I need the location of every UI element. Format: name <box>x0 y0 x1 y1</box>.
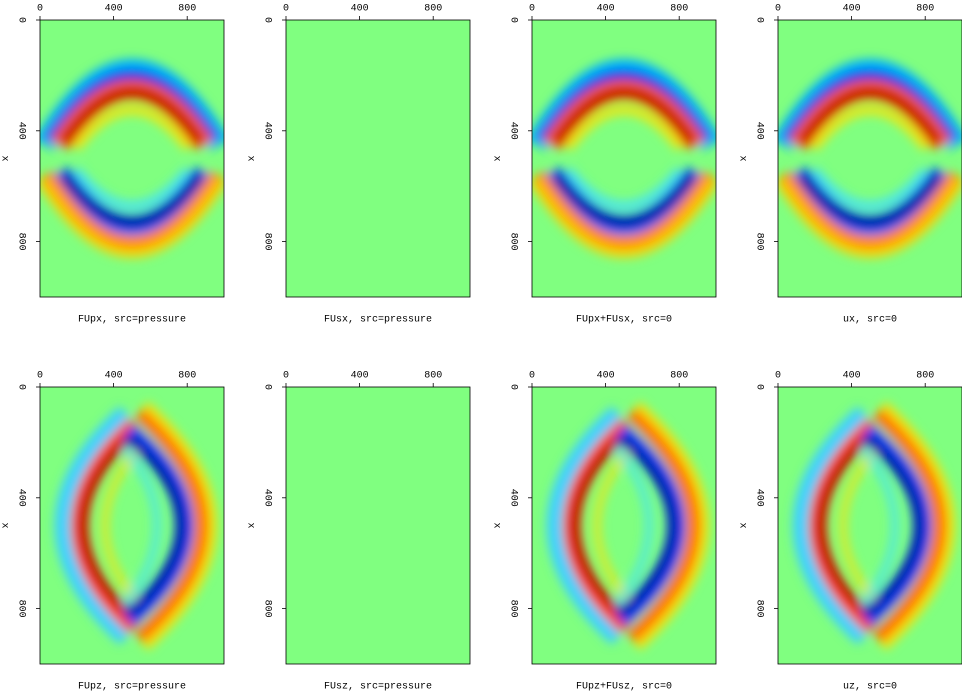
y-tick-label: 800 <box>261 233 272 251</box>
plot-frame <box>39 19 225 298</box>
y-axis-label: x <box>244 522 255 528</box>
x-tick-label: 0 <box>529 371 535 382</box>
panel: 0 400 800 0 400 800 x ux, src=0 <box>736 4 962 326</box>
y-tick-label: 800 <box>753 600 764 618</box>
y-tick-label: 400 <box>261 489 272 507</box>
x-tick-label: 800 <box>424 371 442 382</box>
y-axis-label: x <box>0 155 9 161</box>
y-tick-label: 0 <box>15 17 26 23</box>
y-axis-label: x <box>490 522 501 528</box>
x-tick-label: 0 <box>37 4 43 15</box>
y-tick-label: 0 <box>261 384 272 390</box>
x-tick-label: 400 <box>843 371 861 382</box>
y-tick-label: 0 <box>261 17 272 23</box>
x-tick-label: 0 <box>529 4 535 15</box>
heatmap-image <box>778 387 962 664</box>
x-tick-label: 400 <box>351 4 369 15</box>
plot-frame <box>777 386 962 665</box>
y-tick-label: 0 <box>753 17 764 23</box>
y-tick-label: 400 <box>753 122 764 140</box>
plot-frame <box>39 386 225 665</box>
y-tick-label: 400 <box>261 122 272 140</box>
heatmap-image <box>40 20 224 297</box>
plot-frame <box>285 386 471 665</box>
y-axis-label: x <box>736 522 747 528</box>
y-tick-label: 0 <box>753 384 764 390</box>
x-tick-label: 800 <box>178 371 196 382</box>
x-tick-label: 0 <box>37 371 43 382</box>
x-tick-label: 400 <box>597 371 615 382</box>
image-background <box>286 20 470 297</box>
x-tick-label: 400 <box>105 371 123 382</box>
x-tick-label: 800 <box>670 4 688 15</box>
y-axis-label: x <box>244 155 255 161</box>
heatmap-image <box>286 20 470 297</box>
heatmap-image <box>532 20 716 297</box>
y-tick-label: 800 <box>15 600 26 618</box>
x-tick-label: 0 <box>283 371 289 382</box>
y-axis-label: x <box>0 522 9 528</box>
plot-frame <box>285 19 471 298</box>
y-tick-label: 0 <box>507 384 518 390</box>
x-tick-label: 800 <box>916 4 934 15</box>
heatmap-image <box>286 387 470 664</box>
heatmap-image <box>40 387 224 664</box>
y-tick-label: 800 <box>507 600 518 618</box>
plot-frame <box>531 386 717 665</box>
y-tick-label: 800 <box>507 233 518 251</box>
y-axis-label: x <box>490 155 501 161</box>
heatmap-image <box>778 20 962 297</box>
y-tick-label: 400 <box>15 489 26 507</box>
panel-title: ux, src=0 <box>843 315 897 326</box>
x-tick-label: 800 <box>670 371 688 382</box>
x-tick-label: 0 <box>775 371 781 382</box>
panel: 0 400 800 0 400 800 x FUpz+FUsz, src=0 <box>490 371 717 692</box>
panel-title: FUsx, src=pressure <box>324 315 432 326</box>
x-tick-label: 400 <box>597 4 615 15</box>
y-axis-label: x <box>736 155 747 161</box>
panel: 0 400 800 0 400 800 x uz, src=0 <box>736 371 962 692</box>
panel-title: FUpx+FUsx, src=0 <box>576 315 672 326</box>
x-tick-label: 800 <box>916 371 934 382</box>
panel: 0 400 800 0 400 800 x FUpx, src=pressure <box>0 4 225 326</box>
panel-title: FUsz, src=pressure <box>324 682 432 692</box>
panel-title: FUpz+FUsz, src=0 <box>576 682 672 692</box>
panel-title: FUpx, src=pressure <box>78 315 186 326</box>
panel: 0 400 800 0 400 800 x FUsz, src=pressure <box>244 371 471 692</box>
panel-title: FUpz, src=pressure <box>78 682 186 692</box>
x-tick-label: 400 <box>105 4 123 15</box>
panel: 0 400 800 0 400 800 x FUsx, src=pressure <box>244 4 471 326</box>
y-tick-label: 800 <box>261 600 272 618</box>
panel-title: uz, src=0 <box>843 682 897 692</box>
panel: 0 400 800 0 400 800 x FUpx+FUsx, src=0 <box>490 4 717 326</box>
x-tick-label: 0 <box>283 4 289 15</box>
x-tick-label: 0 <box>775 4 781 15</box>
y-tick-label: 0 <box>15 384 26 390</box>
plot-frame <box>777 19 962 298</box>
y-tick-label: 800 <box>15 233 26 251</box>
x-tick-label: 400 <box>351 371 369 382</box>
panel: 0 400 800 0 400 800 x FUpz, src=pressure <box>0 371 225 692</box>
image-background <box>286 387 470 664</box>
y-tick-label: 0 <box>507 17 518 23</box>
x-tick-label: 400 <box>843 4 861 15</box>
y-tick-label: 400 <box>15 122 26 140</box>
y-tick-label: 400 <box>507 122 518 140</box>
x-tick-label: 800 <box>424 4 442 15</box>
y-tick-label: 800 <box>753 233 764 251</box>
x-tick-label: 800 <box>178 4 196 15</box>
heatmap-image <box>532 387 716 664</box>
y-tick-label: 400 <box>507 489 518 507</box>
y-tick-label: 400 <box>753 489 764 507</box>
plot-frame <box>531 19 717 298</box>
